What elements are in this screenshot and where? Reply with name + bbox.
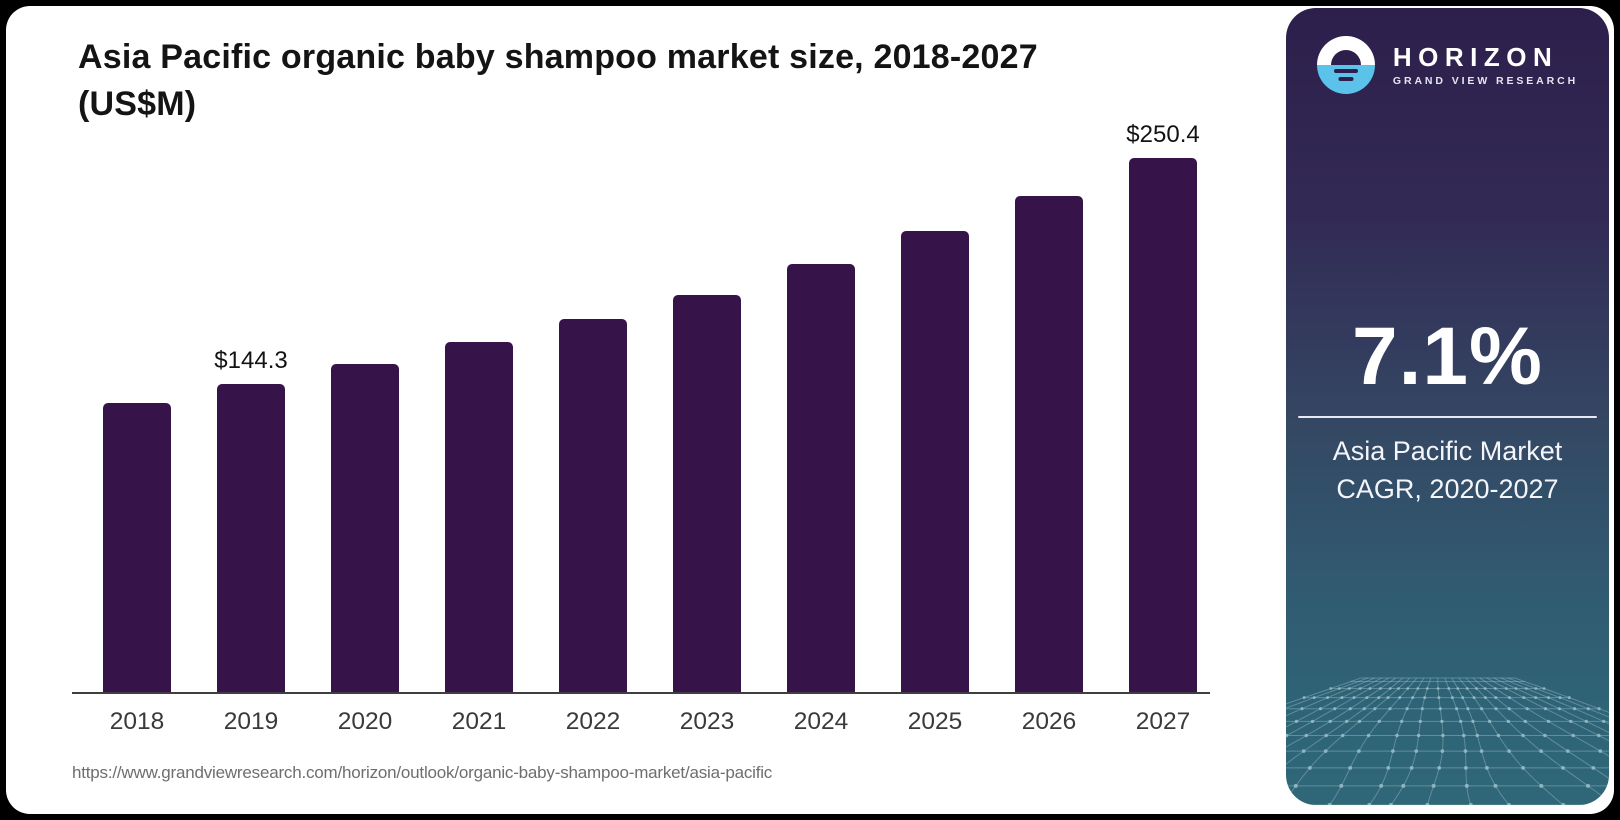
chart-title: Asia Pacific organic baby shampoo market… xyxy=(78,34,1158,128)
bar-slot-2018 xyxy=(103,146,171,692)
bar-slot-2019: $144.3 xyxy=(214,146,288,692)
x-axis-label-2022: 2022 xyxy=(565,708,621,735)
page-frame: Asia Pacific organic baby shampoo market… xyxy=(6,6,1614,814)
sidebar-panel: HORIZON GRAND VIEW RESEARCH 7.1% Asia Pa… xyxy=(1286,8,1609,805)
bar-2020 xyxy=(331,364,399,692)
source-url: https://www.grandviewresearch.com/horizo… xyxy=(72,763,773,782)
x-axis-line xyxy=(72,692,1210,694)
logo-wordmark-block: HORIZON GRAND VIEW RESEARCH xyxy=(1393,43,1578,88)
stat-divider xyxy=(1298,416,1597,418)
bar-slot-2025 xyxy=(901,146,969,692)
bar-2026 xyxy=(1015,196,1083,692)
bars-container: $144.3 $250.4 xyxy=(103,121,1200,692)
x-axis-label-2025: 2025 xyxy=(907,708,963,735)
bar-2021 xyxy=(445,342,513,692)
x-axis-label-2024: 2024 xyxy=(793,708,849,735)
x-axis-label-2023: 2023 xyxy=(679,708,735,735)
bar-2019 xyxy=(217,384,285,692)
logo-subtext: GRAND VIEW RESEARCH xyxy=(1392,75,1579,88)
x-axis-label-2019: 2019 xyxy=(223,708,279,735)
sun-reflection-line xyxy=(1338,77,1354,81)
horizon-logo-icon xyxy=(1316,36,1375,94)
horizon-logo: HORIZON GRAND VIEW RESEARCH xyxy=(1286,36,1609,94)
bar-slot-2026 xyxy=(1015,146,1083,692)
logo-wordmark: HORIZON xyxy=(1392,41,1559,72)
bar-2022 xyxy=(559,319,627,692)
bar-slot-2027: $250.4 xyxy=(1126,121,1200,692)
bar-2023 xyxy=(673,295,741,692)
chart-title-line2: (US$M) xyxy=(78,84,197,123)
bar-value-label-2027: $250.4 xyxy=(1126,121,1200,148)
cagr-label-line1: Asia Pacific Market xyxy=(1332,436,1563,466)
mesh-pattern-wrap xyxy=(1286,673,1609,805)
cagr-stat: 7.1% Asia Pacific Market CAGR, 2020-2027 xyxy=(1286,316,1609,509)
sun-icon xyxy=(1330,50,1361,65)
x-axis-label-2027: 2027 xyxy=(1135,708,1191,735)
chart-title-line1: Asia Pacific organic baby shampoo market… xyxy=(78,38,1038,76)
bar-slot-2024 xyxy=(787,146,855,692)
bar-value-label-2019: $144.3 xyxy=(214,347,288,374)
cagr-label: Asia Pacific Market CAGR, 2020-2027 xyxy=(1286,432,1609,509)
bar-slot-2023 xyxy=(673,146,741,692)
cagr-label-line2: CAGR, 2020-2027 xyxy=(1336,474,1559,505)
sun-reflection-line xyxy=(1333,69,1358,73)
bar-2024 xyxy=(787,264,855,692)
x-axis-label-2026: 2026 xyxy=(1021,708,1077,735)
bar-chart: $144.3 $250.4 xyxy=(72,121,1210,694)
x-axis-labels: 2018 2019 2020 2021 2022 2023 2024 2025 2026 2027 xyxy=(103,708,1197,736)
bar-2018 xyxy=(103,403,171,692)
bar-slot-2022 xyxy=(559,146,627,692)
bar-2025 xyxy=(901,231,969,692)
cagr-value: 7.1% xyxy=(1352,311,1543,402)
x-axis-label-2018: 2018 xyxy=(109,708,165,735)
mesh-pattern xyxy=(1286,677,1609,805)
bar-slot-2021 xyxy=(445,146,513,692)
bar-slot-2020 xyxy=(331,146,399,692)
x-axis-label-2020: 2020 xyxy=(337,708,393,735)
x-axis-label-2021: 2021 xyxy=(451,708,507,735)
bar-2027 xyxy=(1129,158,1197,692)
